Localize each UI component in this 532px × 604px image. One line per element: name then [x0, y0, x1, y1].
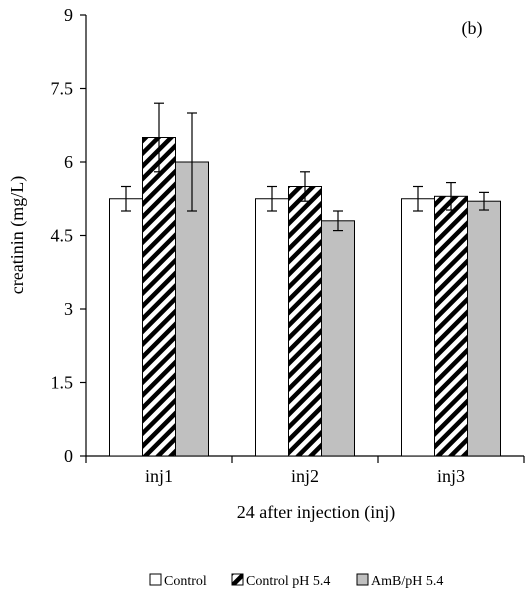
x-tick-label: inj1 — [145, 466, 173, 486]
bar — [467, 200, 501, 457]
y-tick-label: 0 — [64, 446, 73, 466]
legend-swatch — [231, 573, 244, 586]
x-tick-label: inj2 — [291, 466, 319, 486]
bar — [288, 186, 322, 457]
tick-labels: 0 1.5 3 4.5 6 7.5 9 inj1 inj2 inj3 — [51, 5, 466, 486]
bar — [321, 220, 355, 457]
y-tick-label: 7.5 — [51, 79, 74, 99]
error-bars — [121, 102, 489, 232]
legend-label: AmB/pH 5.4 — [371, 574, 443, 589]
bar — [109, 198, 143, 457]
y-tick-label: 3 — [64, 299, 73, 319]
y-axis-label: creatinin (mg/L) — [7, 176, 28, 294]
bar — [401, 198, 435, 457]
bar — [255, 198, 289, 457]
y-tick-label: 9 — [64, 5, 73, 25]
y-tick-label: 4.5 — [51, 226, 74, 246]
x-tick-label: inj3 — [437, 466, 465, 486]
legend-swatch — [149, 573, 162, 586]
bar — [434, 195, 468, 457]
x-axis-label: 24 after injection (inj) — [237, 502, 395, 523]
bar — [142, 137, 176, 457]
panel-label: (b) — [462, 18, 483, 39]
y-tick-label: 6 — [64, 152, 73, 172]
legend-label: Control pH 5.4 — [246, 574, 330, 589]
legend: Control Control pH 5.4 AmB/pH 5.4 — [149, 573, 443, 589]
legend-swatch — [356, 573, 369, 586]
legend-label: Control — [164, 574, 207, 589]
y-tick-label: 1.5 — [51, 373, 74, 393]
